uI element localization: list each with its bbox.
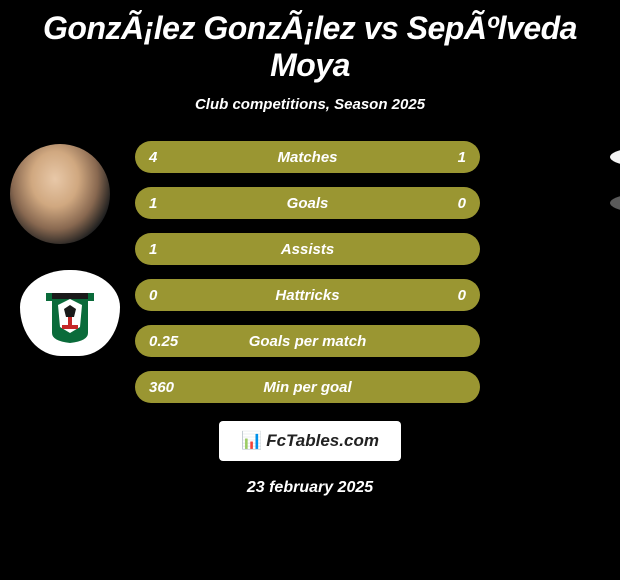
stat-right-value: 1 (426, 149, 466, 166)
stat-left-value: 360 (149, 379, 189, 396)
stats-area: 4 Matches 1 1 Goals 0 1 Assists (0, 141, 620, 403)
stat-row: 4 Matches 1 (135, 141, 600, 173)
player-avatar (10, 144, 110, 244)
stat-bar: 0.25 Goals per match (135, 325, 480, 357)
stat-row: 1 Goals 0 (135, 187, 600, 219)
stat-left-value: 1 (149, 195, 189, 212)
club-badge (20, 270, 120, 356)
club-badge-icon (38, 281, 102, 345)
comparison-card: GonzÃ¡lez GonzÃ¡lez vs SepÃºlveda Moya C… (0, 0, 620, 507)
stat-bar: 4 Matches 1 (135, 141, 480, 173)
stat-left-value: 1 (149, 241, 189, 258)
stat-bar: 1 Goals 0 (135, 187, 480, 219)
stat-label: Min per goal (189, 379, 426, 396)
right-oval (610, 146, 620, 168)
stat-right-value: 0 (426, 287, 466, 304)
stat-left-value: 4 (149, 149, 189, 166)
footer: 📊FcTables.com 23 february 2025 (0, 421, 620, 497)
stat-label: Goals (189, 195, 426, 212)
site-logo: 📊FcTables.com (219, 421, 401, 461)
stat-bar: 360 Min per goal (135, 371, 480, 403)
page-title: GonzÃ¡lez GonzÃ¡lez vs SepÃºlveda Moya (0, 10, 620, 84)
logo-text: FcTables.com (266, 431, 379, 450)
subtitle: Club competitions, Season 2025 (0, 96, 620, 113)
logo-mark-icon: 📊 (241, 431, 262, 450)
club-badge-bg (20, 270, 120, 356)
stat-label: Goals per match (189, 333, 426, 350)
right-oval (610, 192, 620, 214)
stat-left-value: 0.25 (149, 333, 189, 350)
stat-label: Hattricks (189, 287, 426, 304)
stat-label: Matches (189, 149, 426, 166)
stat-rows: 4 Matches 1 1 Goals 0 1 Assists (135, 141, 600, 403)
stat-label: Assists (189, 241, 426, 258)
stat-row: 0.25 Goals per match (135, 325, 600, 357)
stat-left-value: 0 (149, 287, 189, 304)
stat-row: 360 Min per goal (135, 371, 600, 403)
stat-bar: 1 Assists (135, 233, 480, 265)
stat-right-value: 0 (426, 195, 466, 212)
stat-bar: 0 Hattricks 0 (135, 279, 480, 311)
date-label: 23 february 2025 (0, 479, 620, 497)
stat-row: 0 Hattricks 0 (135, 279, 600, 311)
stat-row: 1 Assists (135, 233, 600, 265)
